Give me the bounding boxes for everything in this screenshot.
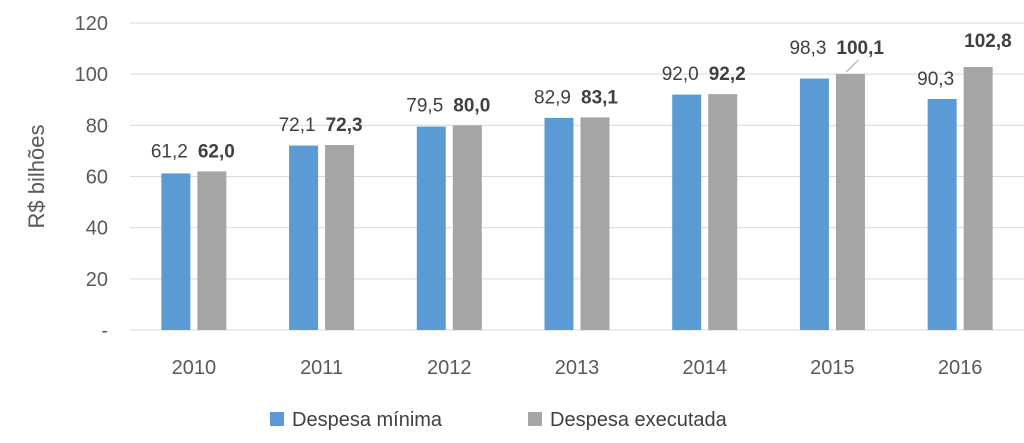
x-tick-label: 2016 xyxy=(938,357,983,379)
data-labels: 61,2 62,0 72,1 72,3 79,5 80,0 82,9 83,1 92,0 92,2… xyxy=(151,31,1012,162)
legend-swatch xyxy=(270,412,284,426)
y-tick-label: 40 xyxy=(86,218,108,240)
legend-label: Despesa mínima xyxy=(292,409,443,431)
leader-line xyxy=(846,59,859,73)
bar-despesa-executada xyxy=(452,125,482,330)
bar-despesa-minima xyxy=(672,94,702,330)
x-tick-label: 2012 xyxy=(427,357,472,379)
bar-despesa-minima xyxy=(289,145,319,330)
legend: Despesa mínima Despesa executada xyxy=(270,409,728,431)
bar-despesa-executada xyxy=(708,94,738,330)
data-label-despesa-minima: 79,5 xyxy=(406,95,443,116)
y-tick-label: - xyxy=(101,320,108,342)
data-label-despesa-minima: 72,1 xyxy=(279,115,316,136)
y-axis-ticks: - 20 40 60 80 100 120 xyxy=(75,13,108,342)
y-tick-label: 20 xyxy=(86,269,108,291)
data-label-despesa-minima: 98,3 xyxy=(789,38,826,59)
data-label-despesa-minima: 61,2 xyxy=(151,141,188,162)
data-label-despesa-executada: 80,0 xyxy=(453,95,490,116)
bar-despesa-minima xyxy=(927,98,957,330)
bar-despesa-executada xyxy=(835,73,865,331)
legend-label: Despesa executada xyxy=(550,409,728,431)
bar-despesa-executada xyxy=(197,171,227,330)
x-tick-label: 2015 xyxy=(810,357,855,379)
y-tick-label: 100 xyxy=(75,64,108,86)
bar-despesa-executada xyxy=(580,117,610,330)
x-tick-label: 2011 xyxy=(300,357,343,379)
y-tick-label: 60 xyxy=(86,167,108,189)
x-tick-label: 2013 xyxy=(555,357,600,379)
data-label-despesa-executada: 72,3 xyxy=(326,115,363,136)
x-tick-label: 2014 xyxy=(682,357,727,379)
y-axis-label: R$ bilhões xyxy=(24,125,49,229)
bar-despesa-minima xyxy=(416,126,446,330)
data-label-despesa-minima: 82,9 xyxy=(534,87,571,108)
legend-swatch xyxy=(528,412,542,426)
data-label-despesa-minima: 90,3 xyxy=(917,69,954,90)
bars xyxy=(161,67,993,331)
bar-despesa-minima xyxy=(544,117,574,330)
x-tick-label: 2010 xyxy=(172,357,217,379)
data-label-despesa-executada: 83,1 xyxy=(581,87,618,108)
bar-despesa-minima xyxy=(161,173,191,330)
bar-despesa-executada xyxy=(963,67,993,331)
y-tick-label: 80 xyxy=(86,115,108,137)
bar-despesa-minima xyxy=(799,78,829,330)
y-tick-label: 120 xyxy=(75,13,108,35)
data-label-despesa-minima: 92,0 xyxy=(662,64,699,85)
data-label-despesa-executada: 102,8 xyxy=(964,31,1012,52)
bar-despesa-executada xyxy=(325,145,355,330)
x-axis-ticks: 2010 2011 2012 2013 2014 2015 2016 xyxy=(172,357,983,379)
gridlines xyxy=(130,22,1024,331)
data-label-despesa-executada: 92,2 xyxy=(709,64,746,85)
data-label-despesa-executada: 100,1 xyxy=(836,38,884,59)
data-label-despesa-executada: 62,0 xyxy=(198,141,235,162)
